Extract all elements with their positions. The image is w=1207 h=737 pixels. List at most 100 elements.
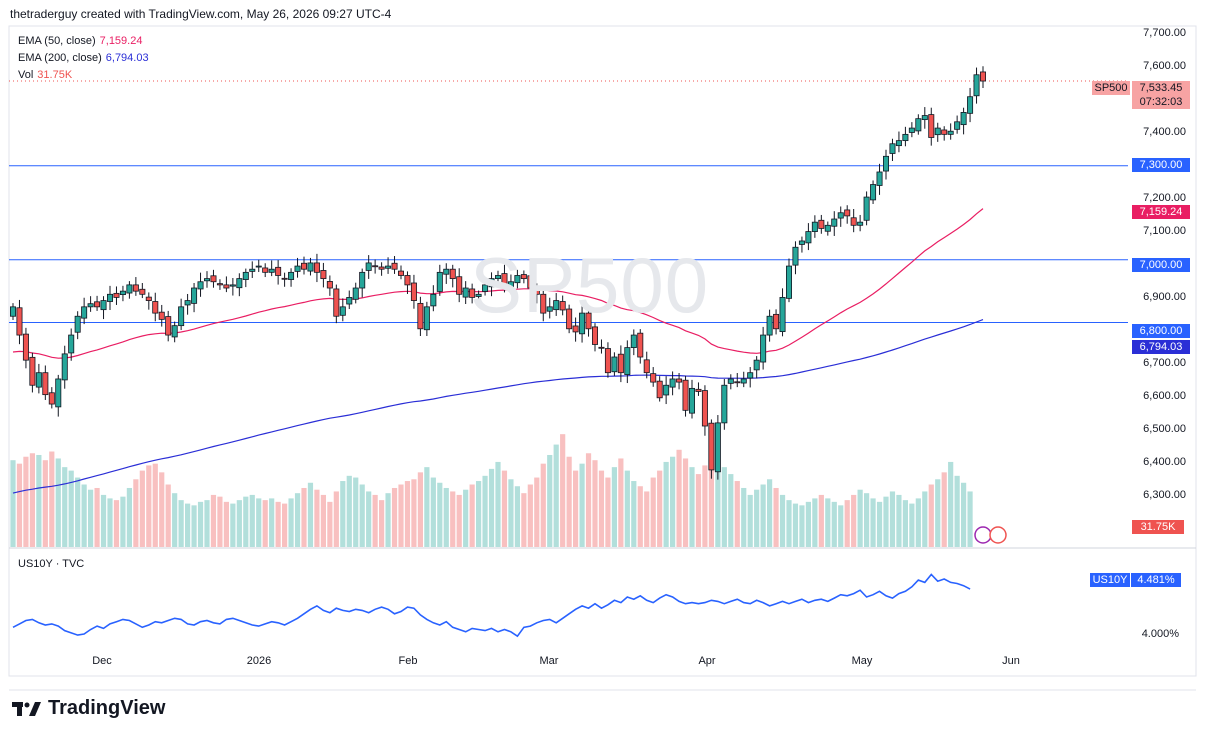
- candle-body: [876, 171, 883, 186]
- us10y-symbol-tag: US10Y: [1090, 573, 1130, 587]
- candle-body: [669, 378, 676, 388]
- ema200-tag: 6,794.03: [1132, 340, 1190, 354]
- volume-bar: [443, 487, 449, 547]
- volume-bar: [191, 505, 197, 547]
- level-7300-tag: 7,300.00: [1132, 158, 1190, 172]
- candle-body: [533, 289, 540, 295]
- candle-body: [113, 292, 120, 298]
- volume-bar: [249, 494, 255, 547]
- volume-bar: [941, 472, 947, 547]
- volume-bar: [689, 467, 695, 547]
- legend-ema200[interactable]: EMA (200, close) 6,794.03: [18, 52, 149, 64]
- price-tick: 6,700.00: [1143, 357, 1186, 369]
- candle-body: [714, 422, 721, 473]
- volume-bar: [113, 500, 120, 547]
- volume-bar: [282, 503, 288, 547]
- volume-bar: [721, 467, 727, 547]
- candle-body: [397, 270, 404, 276]
- volume-bar: [598, 470, 605, 547]
- legend-vol-value: 31.75K: [37, 69, 73, 81]
- volume-bar: [269, 498, 275, 547]
- volume-bar: [320, 494, 326, 547]
- candle-body: [68, 334, 75, 354]
- volume-bar: [501, 470, 508, 547]
- last-price-tag: 7,533.45: [1132, 81, 1190, 95]
- volume-bar: [825, 498, 831, 547]
- candle-body: [152, 301, 159, 314]
- tradingview-logo[interactable]: TradingView: [12, 697, 165, 720]
- candle-body: [934, 127, 941, 136]
- price-tick: 7,600.00: [1143, 60, 1186, 72]
- volume-bar: [346, 475, 352, 547]
- price-tick: 7,200.00: [1143, 192, 1186, 204]
- volume-bar: [16, 463, 23, 547]
- volume-bar: [573, 470, 579, 547]
- time-label: Apr: [698, 655, 716, 667]
- candle-body: [365, 262, 372, 271]
- candle-body: [676, 378, 683, 383]
- volume-bar: [870, 498, 876, 547]
- candle-body: [262, 267, 269, 273]
- volume-bar: [708, 454, 714, 547]
- volume-bar: [372, 494, 378, 547]
- volume-tag: 31.75K: [1132, 520, 1184, 534]
- candle-body: [915, 118, 922, 132]
- ema50-tag: 7,159.24: [1132, 205, 1190, 219]
- candle-body: [721, 384, 728, 424]
- us10y-value-tag: 4.481%: [1131, 573, 1181, 587]
- volume-bar: [49, 451, 55, 547]
- candle-body: [449, 268, 456, 280]
- bar-countdown-tag: 07:32:03: [1132, 95, 1190, 109]
- candle-body: [863, 196, 870, 221]
- volume-bar: [359, 484, 365, 547]
- volume-bar: [146, 465, 152, 547]
- volume-bar: [288, 498, 294, 547]
- candle-body: [333, 288, 340, 317]
- candle-body: [908, 127, 915, 133]
- volume-bar: [773, 487, 779, 547]
- volume-bar: [644, 491, 650, 547]
- candle-body: [786, 265, 793, 299]
- volume-bar: [495, 461, 501, 547]
- volume-bar: [514, 486, 520, 547]
- candle-body: [197, 281, 204, 290]
- volume-bar: [385, 493, 391, 547]
- candle-body: [326, 281, 333, 289]
- volume-bar: [682, 458, 689, 547]
- volume-bar: [139, 470, 145, 547]
- volume-bar: [792, 503, 799, 547]
- volume-bar: [223, 501, 229, 547]
- candle-body: [507, 281, 514, 289]
- candle-body: [249, 268, 256, 272]
- volume-bar: [55, 458, 61, 547]
- candle-body: [811, 221, 818, 232]
- volume-bar: [928, 484, 934, 547]
- candle-body: [203, 278, 210, 282]
- volume-bar: [243, 496, 249, 547]
- volume-bar: [488, 468, 495, 547]
- price-tick: 7,100.00: [1143, 225, 1186, 237]
- volume-bar: [754, 489, 760, 547]
- candle-body: [792, 246, 799, 266]
- us10y-pane-label[interactable]: US10Y · TVC: [18, 558, 85, 570]
- candle-body: [604, 348, 611, 374]
- volume-bar: [294, 493, 301, 547]
- candle-body: [339, 306, 346, 316]
- candle-body: [870, 184, 877, 201]
- candle-body: [805, 231, 812, 244]
- candle-body: [216, 283, 223, 286]
- volume-bar: [430, 477, 436, 547]
- candle-body: [928, 114, 935, 138]
- volume-bar: [152, 463, 158, 547]
- volume-bar: [366, 491, 372, 547]
- candle-body: [178, 306, 185, 327]
- legend-volume[interactable]: Vol 31.75K: [18, 69, 72, 81]
- us10y-tick: 4.000%: [1141, 628, 1179, 640]
- candle-body: [139, 288, 146, 295]
- candle-body: [294, 265, 301, 272]
- volume-bar: [767, 479, 773, 547]
- legend-ema50[interactable]: EMA (50, close) 7,159.24: [18, 35, 142, 47]
- candle-body: [837, 212, 844, 219]
- candle-body: [35, 372, 42, 388]
